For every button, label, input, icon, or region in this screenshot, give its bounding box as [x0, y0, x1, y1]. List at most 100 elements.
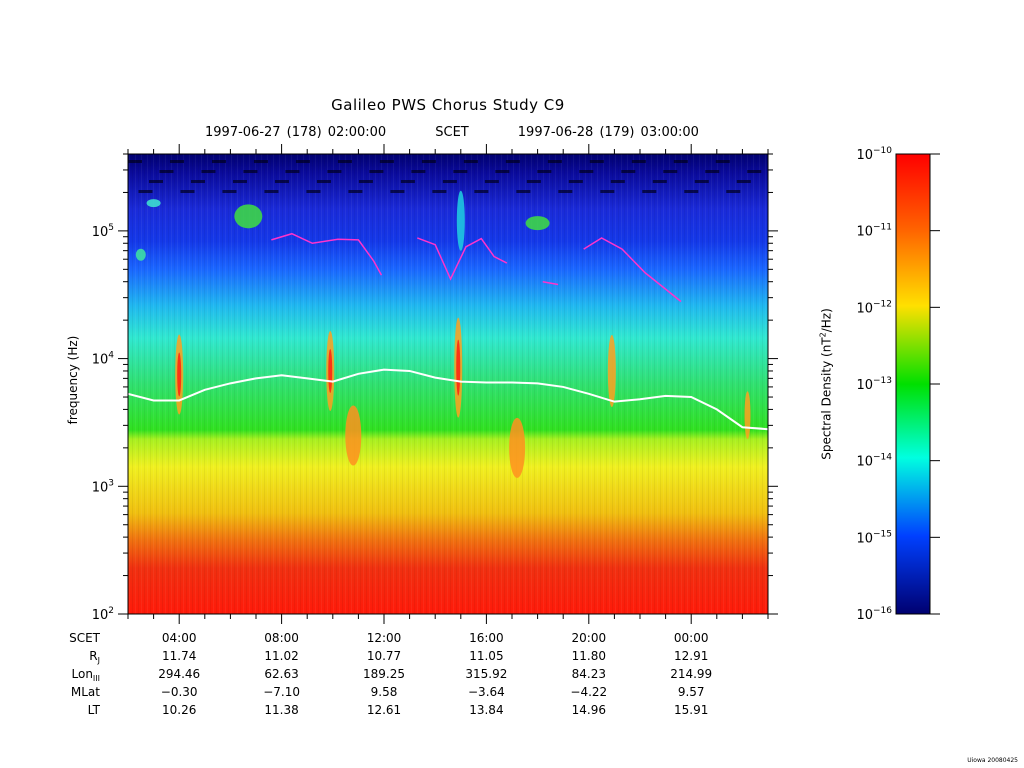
ephemeris-value: 08:00	[264, 631, 299, 645]
ephemeris-value: 16:00	[469, 631, 504, 645]
emission-blob	[328, 348, 333, 393]
emission-features	[128, 160, 762, 478]
noise-speckle	[652, 180, 667, 183]
emission-blob	[234, 204, 263, 229]
emission-blob	[177, 352, 182, 397]
electron-cyclotron-line	[128, 368, 768, 431]
noise-speckle	[558, 190, 573, 193]
noise-speckle	[516, 190, 531, 193]
noise-speckle	[327, 170, 342, 173]
noise-speckle	[222, 190, 237, 193]
ephemeris-value: 12.61	[367, 703, 401, 717]
ephemeris-value: 11.38	[264, 703, 298, 717]
ephemeris-value: 10.26	[162, 703, 196, 717]
noise-speckle	[547, 160, 562, 163]
emission-blob	[456, 190, 465, 251]
noise-speckle	[484, 180, 499, 183]
noise-speckle	[663, 170, 678, 173]
ephemeris-value: −4.22	[570, 685, 607, 699]
ephemeris-value: 12:00	[367, 631, 402, 645]
ephemeris-value: 11.05	[469, 649, 503, 663]
footer-credit: Uiowa 20080425	[967, 757, 1018, 764]
noise-speckle	[568, 180, 583, 183]
noise-speckle	[642, 190, 657, 193]
ephemeris-value: 189.25	[363, 667, 405, 681]
noise-speckle	[138, 190, 153, 193]
y-tick-label: 105	[92, 223, 114, 240]
y-tick-label: 104	[92, 351, 115, 368]
ephemeris-value: 13.84	[469, 703, 503, 717]
emission-blob	[509, 417, 526, 478]
ephemeris-value: 00:00	[674, 631, 709, 645]
noise-speckle	[621, 170, 636, 173]
noise-speckle	[348, 190, 363, 193]
noise-speckle	[600, 190, 615, 193]
emission-blob	[744, 391, 751, 440]
noise-speckle	[453, 170, 468, 173]
noise-speckle	[589, 160, 604, 163]
colorbar-tick-label: 10−13	[856, 376, 892, 393]
noise-speckle	[180, 190, 195, 193]
noise-speckle	[610, 180, 625, 183]
noise-speckle	[211, 160, 226, 163]
colorbar-tick-label: 10−10	[856, 146, 892, 163]
y-tick-label: 102	[92, 606, 114, 623]
colorbar	[895, 153, 931, 615]
noise-speckle	[274, 180, 289, 183]
colorbar-tick-label: 10−12	[856, 299, 892, 316]
ephemeris-value: 9.58	[371, 685, 398, 699]
emission-blob	[456, 339, 461, 396]
spectrogram-texture	[128, 154, 768, 614]
noise-speckle	[705, 170, 720, 173]
noise-speckle	[673, 160, 688, 163]
ephemeris-value: 14.96	[572, 703, 606, 717]
noise-speckle	[243, 170, 258, 173]
colorbar-tick-label: 10−16	[856, 606, 892, 623]
ephemeris-value: 9.57	[678, 685, 705, 699]
noise-speckle	[474, 190, 489, 193]
ephemeris-row-label: LonIII	[72, 667, 101, 683]
noise-speckle	[631, 160, 646, 163]
ephemeris-row-label: SCET	[69, 631, 101, 645]
ephemeris-value: 315.92	[465, 667, 507, 681]
colorbar-tick-label: 10−11	[856, 223, 892, 240]
chorus-upper-trace	[271, 232, 682, 303]
ephemeris-value: 214.99	[670, 667, 712, 681]
noise-speckle	[159, 170, 174, 173]
noise-speckle	[316, 180, 331, 183]
x-axis	[127, 144, 769, 624]
noise-speckle	[432, 190, 447, 193]
noise-speckle	[169, 160, 184, 163]
ephemeris-value: 15.91	[674, 703, 708, 717]
noise-speckle	[295, 160, 310, 163]
time-range-label: SCET	[435, 125, 469, 140]
emission-blob	[525, 216, 550, 231]
emission-blob	[607, 334, 616, 407]
ephemeris-table: SCET 04:00 08:00 12:00 16:00 20:00 00:00 RJ 11.7…	[69, 631, 712, 717]
y-tick-label: 103	[92, 478, 114, 495]
ephemeris-value: 11.80	[572, 649, 606, 663]
chart-title: Galileo PWS Chorus Study C9	[331, 96, 565, 114]
time-range-start: 1997-06-27 (178) 02:00:00	[205, 125, 387, 140]
noise-speckle	[190, 180, 205, 183]
noise-speckle	[369, 170, 384, 173]
ephemeris-value: 12.91	[674, 649, 708, 663]
noise-speckle	[726, 190, 741, 193]
noise-speckle	[579, 170, 594, 173]
time-range-end: 1997-06-28 (179) 03:00:00	[517, 125, 699, 140]
ephemeris-value: 11.02	[264, 649, 298, 663]
chorus-trace-segment	[417, 237, 508, 281]
ephemeris-value: −3.64	[468, 685, 505, 699]
noise-speckle	[715, 160, 730, 163]
noise-speckle	[148, 180, 163, 183]
plot-area	[128, 154, 768, 614]
noise-speckle	[684, 190, 699, 193]
noise-speckle	[526, 180, 541, 183]
noise-speckle	[736, 180, 751, 183]
colorbar-tick-label: 10−14	[856, 453, 892, 470]
emission-blob	[135, 248, 146, 261]
ephemeris-row-label: LT	[88, 703, 101, 717]
ephemeris-value: 84.23	[572, 667, 606, 681]
noise-speckle	[421, 160, 436, 163]
noise-speckle	[390, 190, 405, 193]
